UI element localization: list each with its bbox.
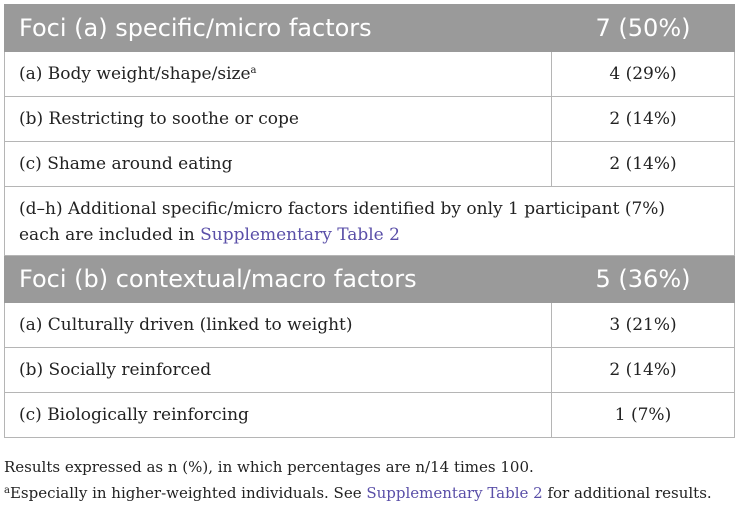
row-label: (a) Culturally driven (linked to weight) (4, 302, 552, 348)
table-row: (a) Body weight/shape/sizea 4 (29%) (4, 51, 735, 97)
section-heading: Foci (b) contextual/macro factors (4, 255, 552, 303)
row-value: 2 (14%) (551, 141, 735, 187)
footnote-results: Results expressed as n (%), in which per… (4, 458, 534, 476)
section-heading: Foci (a) specific/micro factors (4, 4, 552, 52)
row-value: 1 (7%) (551, 392, 735, 438)
supplementary-table-link[interactable]: Supplementary Table 2 (366, 484, 543, 502)
section-count: 7 (50%) (551, 4, 735, 52)
table-note: (d–h) Additional specific/micro factors … (4, 186, 735, 256)
row-label: (c) Shame around eating (4, 141, 552, 187)
row-value: 4 (29%) (551, 51, 735, 97)
table-row: (a) Culturally driven (linked to weight)… (4, 302, 735, 348)
footnote-a: aEspecially in higher-weighted individua… (4, 484, 712, 502)
row-value: 2 (14%) (551, 347, 735, 393)
table-row: (c) Biologically reinforcing 1 (7%) (4, 392, 735, 438)
section-count: 5 (36%) (551, 255, 735, 303)
footnote-marker: a (4, 485, 10, 496)
row-value: 2 (14%) (551, 96, 735, 142)
table-row: (b) Restricting to soothe or cope 2 (14%… (4, 96, 735, 142)
section-header-micro: Foci (a) specific/micro factors 7 (50%) (4, 4, 735, 52)
table-row: (c) Shame around eating 2 (14%) (4, 141, 735, 187)
row-label: (b) Restricting to soothe or cope (4, 96, 552, 142)
footnote-marker: a (250, 65, 257, 76)
row-label: (b) Socially reinforced (4, 347, 552, 393)
row-value: 3 (21%) (551, 302, 735, 348)
supplementary-table-link[interactable]: Supplementary Table 2 (200, 225, 400, 245)
table-row: (b) Socially reinforced 2 (14%) (4, 347, 735, 393)
row-label: (c) Biologically reinforcing (4, 392, 552, 438)
table-footnotes: Results expressed as n (%), in which per… (4, 456, 712, 505)
table-note-row: (d–h) Additional specific/micro factors … (4, 186, 735, 256)
results-table: Foci (a) specific/micro factors 7 (50%) … (4, 4, 735, 438)
row-label: (a) Body weight/shape/sizea (4, 51, 552, 97)
section-header-macro: Foci (b) contextual/macro factors 5 (36%… (4, 255, 735, 303)
